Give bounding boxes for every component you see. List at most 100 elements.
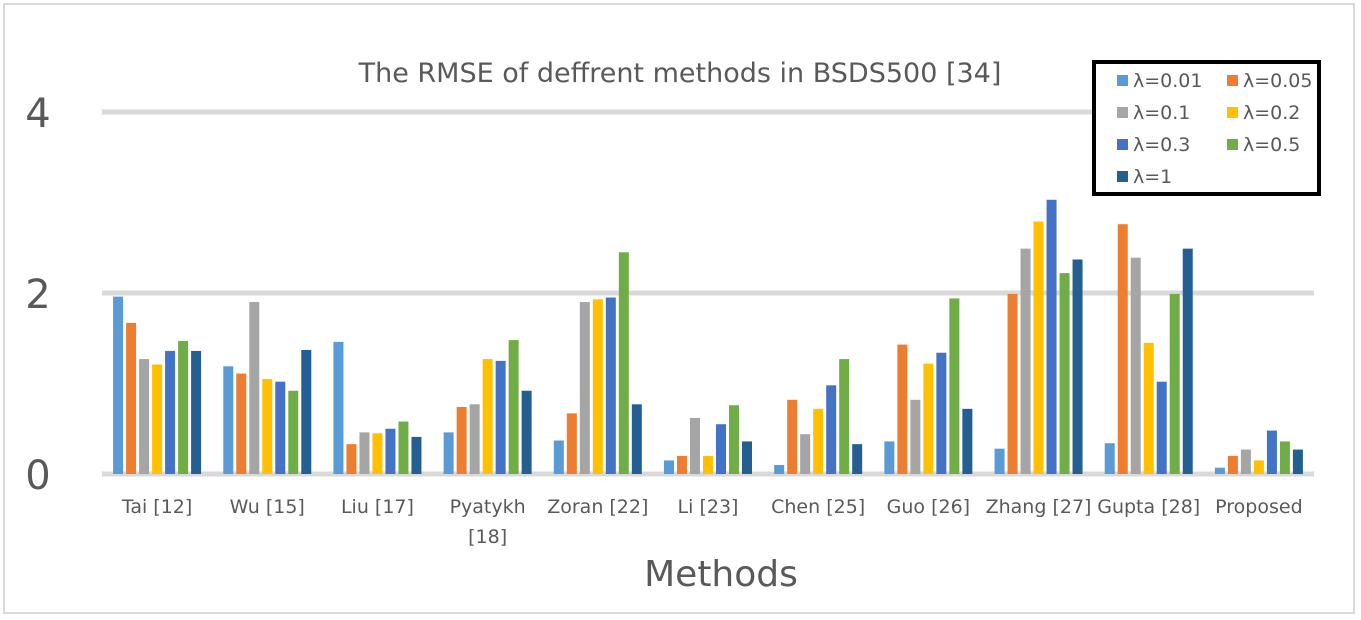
legend-swatch-2	[1227, 75, 1238, 86]
bar-8-series-7	[962, 408, 973, 474]
bar-2-series-7	[301, 350, 312, 474]
bar-9-series-7	[1072, 259, 1083, 474]
bar-10-series-1	[1104, 443, 1115, 474]
bar-3-series-7	[411, 436, 422, 474]
bar-3-series-5	[385, 428, 396, 474]
legend-swatch-4	[1227, 107, 1238, 118]
x-tick-label: Li [23]	[678, 496, 739, 518]
bar-5-series-3	[579, 302, 590, 474]
y-tick-label: 2	[25, 272, 50, 318]
x-tick-label: Tai [12]	[121, 496, 192, 518]
bar-3-series-4	[372, 433, 383, 474]
bar-8-series-6	[949, 298, 960, 474]
bar-10-series-2	[1117, 224, 1128, 474]
bar-7-series-1	[774, 464, 785, 474]
bar-7-series-6	[839, 359, 850, 474]
x-tick-label: Guo [26]	[887, 496, 970, 518]
bar-11-series-7	[1292, 449, 1303, 474]
bar-8-series-1	[884, 441, 895, 474]
bar-1-series-5	[165, 350, 176, 474]
bar-7-series-7	[852, 444, 863, 474]
x-tick-label: Zoran [22]	[547, 496, 648, 518]
bar-8-series-4	[923, 363, 934, 474]
legend-swatch-1	[1117, 75, 1128, 86]
bar-3-series-1	[333, 341, 344, 474]
bar-1-series-3	[139, 359, 150, 474]
bar-9-series-2	[1007, 293, 1018, 474]
bar-5-series-5	[605, 297, 616, 474]
bar-9-series-4	[1033, 221, 1044, 474]
bar-5-series-1	[553, 440, 564, 474]
legend-swatch-6	[1227, 139, 1238, 150]
bar-3-series-2	[346, 444, 357, 474]
bar-8-series-2	[897, 344, 908, 474]
bar-4-series-5	[495, 360, 506, 474]
bar-1-series-4	[152, 364, 163, 474]
bar-11-series-2	[1227, 455, 1238, 474]
x-axis-ticks: Tai [12] Wu [15] Liu [17] Pyatykh [18] Zoran …	[121, 496, 1303, 548]
bar-7-series-2	[787, 399, 798, 474]
bar-5-series-7	[631, 404, 642, 474]
bar-2-series-5	[275, 381, 286, 474]
bar-4-series-6	[508, 340, 519, 474]
bar-2-series-1	[223, 366, 234, 474]
bar-4-series-7	[521, 390, 532, 474]
bar-10-series-5	[1156, 381, 1167, 474]
bar-4-series-1	[443, 432, 454, 474]
bar-10-series-3	[1130, 257, 1141, 474]
bar-1-series-2	[126, 322, 137, 474]
bar-8-series-5	[936, 352, 947, 474]
bar-11-series-5	[1266, 430, 1277, 474]
bar-1-series-6	[178, 340, 189, 474]
bar-11-series-1	[1214, 467, 1225, 474]
bar-6-series-3	[690, 417, 700, 474]
x-tick-label: Liu [17]	[341, 496, 414, 518]
legend-label-6: λ=0.5	[1243, 134, 1300, 156]
bar-4-series-2	[456, 407, 467, 474]
bar-6-series-2	[677, 455, 687, 474]
bars	[113, 199, 1303, 474]
bar-5-series-4	[592, 299, 603, 474]
bar-6-series-5	[716, 424, 726, 474]
x-tick-label: Zhang [27]	[986, 496, 1092, 518]
x-tick-label: Chen [25]	[771, 496, 865, 518]
chart-title: The RMSE of deffrent methods in BSDS500 …	[358, 58, 1002, 89]
x-axis-label: Methods	[644, 554, 798, 595]
bar-11-series-6	[1279, 441, 1290, 474]
bar-1-series-1	[113, 296, 124, 474]
y-axis-ticks: 0 2 4	[25, 91, 50, 499]
bar-5-series-2	[566, 413, 577, 474]
bar-2-series-3	[249, 302, 260, 474]
bar-3-series-3	[359, 432, 370, 474]
bar-7-series-4	[813, 408, 824, 474]
legend-swatch-5	[1117, 139, 1128, 150]
bar-10-series-6	[1169, 293, 1180, 474]
bar-10-series-4	[1143, 342, 1154, 474]
bar-9-series-3	[1020, 248, 1031, 474]
bar-2-series-6	[288, 390, 299, 474]
legend-box	[1092, 60, 1321, 196]
x-tick-label: Gupta [28]	[1097, 496, 1200, 518]
legend-swatch-3	[1117, 107, 1128, 118]
legend-label-3: λ=0.1	[1133, 102, 1190, 124]
x-tick-label: Wu [15]	[230, 496, 305, 518]
bar-6-series-6	[729, 405, 739, 474]
legend-label-1: λ=0.01	[1133, 70, 1202, 92]
x-tick-label: Pyatykh	[450, 496, 526, 518]
bar-6-series-4	[703, 455, 713, 474]
bar-4-series-4	[482, 359, 493, 474]
legend-label-2: λ=0.05	[1243, 70, 1312, 92]
bar-2-series-4	[262, 378, 273, 474]
bar-6-series-1	[664, 460, 674, 474]
legend-swatch-7	[1117, 171, 1128, 182]
legend-label-7: λ=1	[1133, 166, 1172, 188]
x-tick-label: Proposed	[1215, 496, 1302, 518]
legend: λ=0.01 λ=0.05 λ=0.1 λ=0.2 λ=0.3 λ=0.5 λ=1	[1092, 60, 1321, 196]
y-tick-label: 0	[25, 453, 50, 499]
bar-3-series-6	[398, 421, 409, 474]
bar-9-series-6	[1059, 273, 1070, 474]
legend-label-4: λ=0.2	[1243, 102, 1300, 124]
bar-2-series-2	[236, 373, 247, 474]
bar-9-series-1	[994, 448, 1005, 474]
